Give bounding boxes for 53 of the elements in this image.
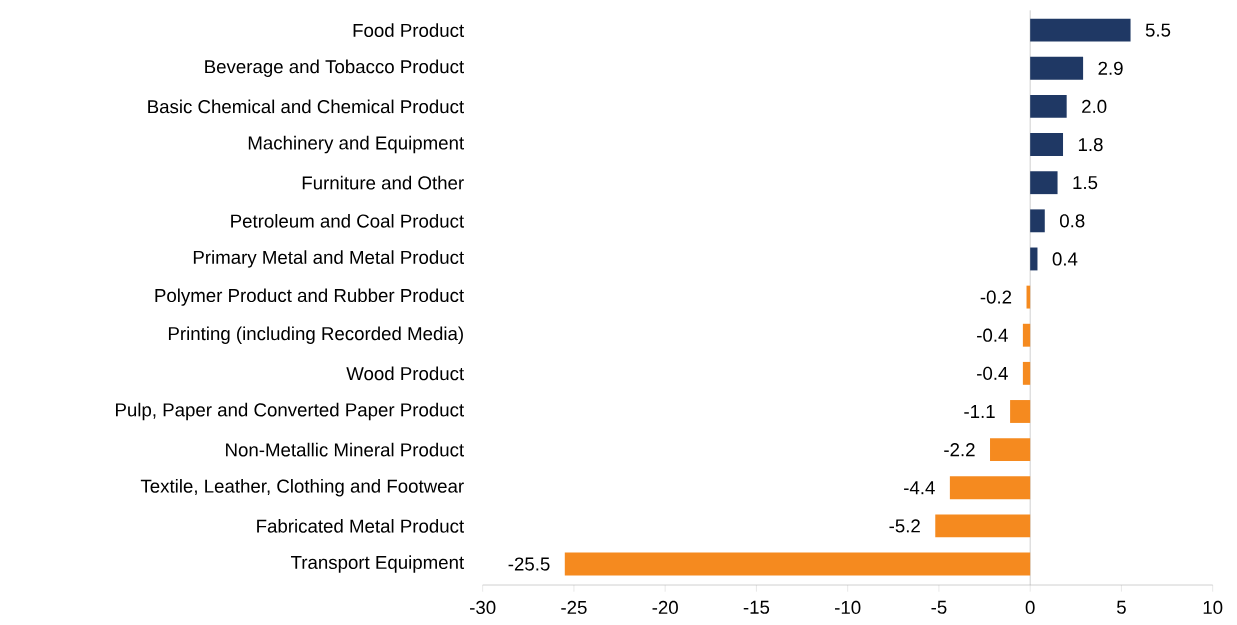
data-label: -1.1 [964,405,995,418]
bar [935,514,1031,538]
y-tick-label: Petroleum and Coal Product [231,213,464,228]
y-tick-label: Textile, Leather, Clothing and Footwear [140,479,464,497]
x-tick-label: -10 [835,600,861,615]
bar [1030,18,1131,42]
bar [990,438,1031,462]
data-label: 1.5 [1073,176,1098,190]
y-tick-label: Furniture and Other [302,175,464,190]
x-tick-label: -25 [561,600,587,615]
y-tick-label: Printing (including Recorded Media) [168,326,463,344]
y-tick-label: Wood Product [346,366,465,381]
data-label: 0.4 [1052,252,1078,266]
bar [1030,94,1067,118]
bar [1030,171,1058,195]
data-label: -0.4 [977,366,1008,380]
data-label: 1.8 [1078,137,1103,152]
data-label: -0.2 [980,290,1012,304]
data-label: 2.9 [1098,61,1123,75]
data-label: -4.4 [904,481,935,495]
x-tick-label: 5 [1116,600,1126,614]
bar [1030,133,1064,156]
y-tick-label: Polymer Product and Rubber Product [155,288,464,306]
bar [1010,400,1031,423]
data-label: -25.5 [508,557,550,571]
bar [1030,209,1045,233]
x-tick-label: -20 [652,600,678,615]
y-tick-label: Fabricated Metal Product [257,519,465,533]
y-tick-label: Machinery and Equipment [248,135,464,154]
data-label: -5.2 [889,519,920,533]
y-tick-label: Primary Metal and Metal Product [193,250,465,268]
bar [1022,361,1031,385]
bar [1022,323,1031,347]
data-label: 2.0 [1082,99,1107,114]
data-label: -2.2 [944,443,975,457]
bar [564,552,1031,576]
y-tick-label: Non-Metallic Mineral Product [226,442,464,457]
y-tick-label: Food Product [353,23,465,38]
data-label: -0.4 [977,328,1008,342]
data-label: 5.5 [1145,23,1171,37]
data-label: 0.8 [1059,214,1085,228]
x-tick-label: -15 [743,600,770,614]
y-tick-label: Basic Chemical and Chemical Product [148,99,464,114]
x-tick-label: -5 [931,600,947,614]
x-tick-label: 0 [1025,600,1035,615]
bar [1030,56,1084,80]
bar [1030,247,1038,271]
x-tick-label: -30 [470,600,496,615]
x-tick-label: 10 [1203,600,1223,615]
y-tick-label: Pulp, Paper and Converted Paper Product [116,402,464,421]
y-tick-label: Beverage and Tobacco Product [205,59,464,77]
y-tick-label: Transport Equipment [290,555,465,573]
bar [949,476,1031,500]
